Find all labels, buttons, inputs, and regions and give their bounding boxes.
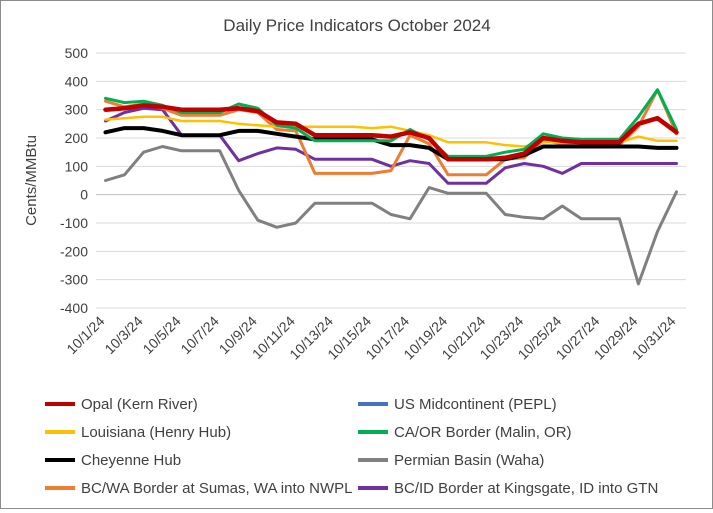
gridlines <box>96 52 686 309</box>
y-tick-labels: 500 400 300 200 100 0 -100 -200 -300 -400 <box>60 45 88 316</box>
legend: Opal (Kern River) US Midcontinent (PEPL) L… <box>45 396 658 497</box>
legend-label: Opal (Kern River) <box>81 396 198 413</box>
legend-label: CA/OR Border (Malin, OR) <box>394 424 572 441</box>
series-line-4 <box>103 126 679 162</box>
x-tick-label: 10/7/24 <box>177 313 221 357</box>
series-lines <box>103 88 679 286</box>
y-tick-label: 100 <box>65 158 89 174</box>
y-tick-label: 500 <box>65 45 89 61</box>
legend-label: BC/ID Border at Kingsgate, ID into GTN <box>394 480 658 497</box>
y-tick-label: 0 <box>80 187 88 203</box>
x-tick-label: 10/1/24 <box>63 313 107 357</box>
y-axis-label: Cents/MMBtu <box>23 135 40 226</box>
y-tick-label: -300 <box>60 272 88 288</box>
y-tick-label: -400 <box>60 300 88 316</box>
y-tick-label: 300 <box>65 102 89 118</box>
series-line-3 <box>104 88 678 158</box>
series-line-0 <box>103 103 679 162</box>
y-tick-label: 200 <box>65 130 89 146</box>
y-tick-label: 400 <box>65 73 89 89</box>
x-tick-labels: 10/1/2410/3/2410/5/2410/7/2410/9/2410/11… <box>63 313 678 363</box>
y-tick-label: -100 <box>60 215 88 231</box>
legend-label: Cheyenne Hub <box>81 452 181 469</box>
x-tick-label: 10/5/24 <box>139 313 183 357</box>
legend-label: BC/WA Border at Sumas, WA into NWPL <box>81 480 352 497</box>
y-tick-label: -200 <box>60 243 88 259</box>
legend-label: Louisiana (Henry Hub) <box>81 424 231 441</box>
legend-label: US Midcontinent (PEPL) <box>394 396 557 413</box>
chart-title: Daily Price Indicators October 2024 <box>223 16 490 35</box>
x-tick-label: 10/3/24 <box>101 313 145 357</box>
series-line-5 <box>104 145 678 286</box>
legend-label: Permian Basin (Waha) <box>394 452 544 469</box>
